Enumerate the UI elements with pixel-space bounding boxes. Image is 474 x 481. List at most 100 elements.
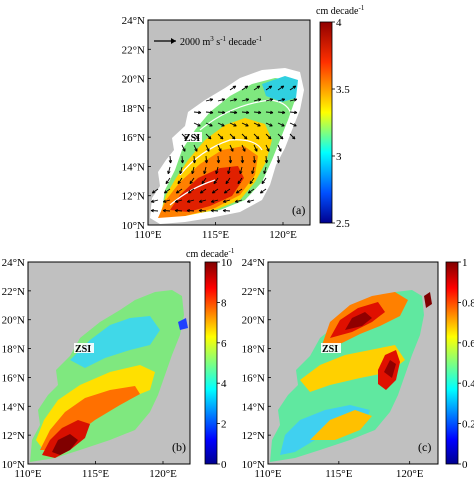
vector-arrow-head	[175, 190, 180, 194]
vector-arrow-head	[268, 85, 273, 89]
vector-arrow	[193, 111, 202, 114]
vector-arrow	[210, 210, 219, 212]
vector-arrow	[248, 188, 255, 194]
vector-arrow-head	[150, 199, 155, 203]
vector-arrow-head	[209, 98, 214, 102]
vector-arrow-head	[197, 123, 201, 127]
vector-arrow	[151, 199, 159, 203]
y-tick-label: 22°N	[2, 286, 25, 298]
vector-arrow-head	[263, 170, 267, 175]
colorbar-tick-label: 1	[462, 257, 468, 269]
vector-arrow-head	[228, 160, 233, 164]
vector-arrow	[223, 199, 231, 203]
vector-arrow-head	[210, 110, 214, 115]
panel-c-field-yellow-south	[310, 410, 372, 440]
vector-arrow-head	[165, 180, 169, 185]
vector-arrow	[193, 122, 201, 127]
vector-arrow	[205, 133, 212, 140]
y-tick-label: 18°N	[2, 344, 25, 356]
vector-arrow	[229, 122, 237, 127]
panel-a-vector-legend: 2000 m3 s-1 decade-1	[154, 35, 263, 48]
vector-arrow	[227, 166, 231, 174]
panel-c-field-darkred-coast	[424, 292, 432, 308]
vector-arrow	[289, 122, 297, 127]
vector-arrow	[201, 177, 207, 185]
panel-a-colorbar-ticks: 2.5 3 3.5 4	[332, 17, 350, 230]
vector-arrow	[217, 98, 225, 102]
vector-arrow	[251, 166, 255, 174]
y-tick-label: 10°N	[122, 220, 145, 232]
vector-arrow-head	[269, 98, 274, 102]
y-tick-label: 22°N	[242, 286, 265, 298]
panel-c-zsi-box	[321, 343, 341, 353]
x-tick-label: 115°E	[202, 229, 229, 241]
vector-arrow-head	[255, 135, 260, 140]
vector-arrow-head	[234, 199, 239, 203]
panel-b-label: (b)	[172, 440, 186, 454]
vector-arrow-head	[168, 160, 173, 164]
vector-arrow-head	[281, 123, 285, 127]
vector-arrow	[265, 98, 273, 102]
vector-arrow-head	[282, 110, 286, 115]
panel-a-colorbar	[319, 21, 333, 224]
vector-arrow	[289, 85, 297, 91]
vector-arrow-head	[257, 98, 262, 102]
panel-b-colorbar-unit: cm decade-1	[186, 247, 235, 260]
vector-arrow	[150, 210, 159, 212]
vector-arrow	[229, 98, 237, 102]
vector-arrow	[249, 177, 255, 185]
vector-arrow	[253, 155, 256, 164]
vector-arrow	[265, 133, 272, 140]
colorbar-tick-label: 4	[336, 17, 342, 29]
vector-arrow	[229, 85, 237, 91]
colorbar-tick-label: 3	[336, 151, 342, 163]
vector-arrow-head	[240, 160, 245, 164]
vector-arrow	[265, 85, 273, 91]
vector-arrow-head	[276, 160, 281, 164]
vector-arrow	[235, 199, 243, 203]
vector-arrow-head	[256, 85, 261, 89]
vector-arrow-head	[223, 190, 228, 194]
vector-arrow-head	[237, 180, 241, 185]
x-tick-label: 110°E	[14, 468, 41, 480]
vector-arrow	[217, 122, 225, 127]
panel-b-field-blue-coast	[178, 318, 188, 330]
vector-arrow-head	[209, 123, 213, 127]
vector-arrow-head	[227, 170, 231, 175]
vector-arrow	[198, 210, 207, 212]
y-tick-label: 10°N	[2, 459, 25, 471]
vector-arrow-head	[201, 180, 205, 185]
vector-arrow-head	[261, 180, 265, 185]
vector-arrow	[205, 122, 213, 127]
vector-arrow-head	[257, 123, 261, 127]
vector-arrow-head	[186, 208, 190, 213]
vector-arrow-head	[213, 180, 217, 185]
vector-arrow-head	[187, 190, 192, 194]
vector-arrow	[253, 85, 261, 91]
colorbar-tick-label: 0.8	[462, 297, 474, 309]
vector-arrow-head	[222, 110, 226, 115]
y-tick-label: 12°N	[122, 191, 145, 203]
colorbar-tick-label: 10	[221, 257, 233, 269]
vector-arrow-head	[203, 170, 207, 175]
y-tick-label: 14°N	[122, 161, 145, 173]
vector-arrow-head	[162, 199, 167, 203]
vector-arrow-head	[191, 170, 195, 175]
x-tick-label: 120°E	[396, 468, 424, 480]
panel-a-ticks: 10°N 12°N 14°N 16°N 18°N 20°N 22°N 24°N 110°E 115…	[122, 15, 297, 241]
panel-c-field-darkred-east	[384, 360, 396, 378]
vector-arrow-head	[233, 98, 238, 102]
vector-arrow-head	[221, 123, 225, 127]
vector-arrow-head	[243, 135, 248, 140]
vector-arrow	[260, 188, 267, 194]
vector-arrow	[174, 210, 183, 212]
vector-arrow	[289, 111, 298, 114]
vector-arrow-head	[239, 170, 243, 175]
panel-b: ZSI (b) 10°N 12°N 14°N 16°N 18°N 20°N 22°N 24°N…	[2, 247, 235, 480]
vector-arrow	[193, 133, 200, 140]
y-tick-label: 14°N	[242, 401, 265, 413]
vector-arrow-head	[218, 148, 222, 152]
panel-b-field-darkred	[52, 434, 78, 455]
vector-arrow-head	[180, 160, 185, 164]
vector-arrow-head	[293, 123, 297, 127]
